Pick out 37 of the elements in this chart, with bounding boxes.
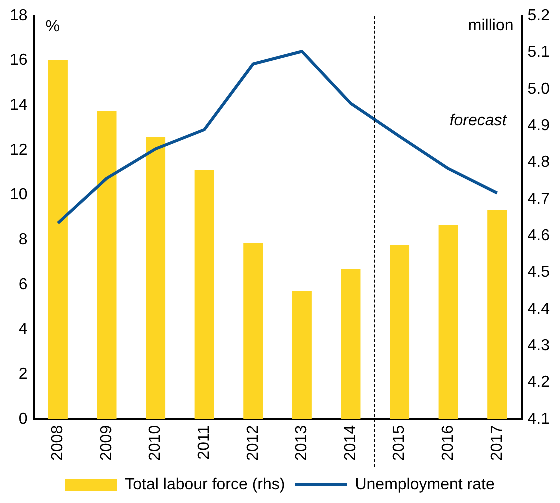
x-tick-label: 2016 [440, 425, 457, 461]
annotation: forecast [450, 112, 508, 130]
y2-tick-label: 4.8 [528, 154, 550, 172]
x-tick-label: 2013 [294, 425, 311, 461]
x-tick-label: 2015 [391, 425, 408, 461]
y-axis-title: % [46, 18, 60, 36]
y-tick-label: 16 [10, 52, 28, 70]
y2-tick-label: 4.5 [528, 264, 550, 282]
y2-tick-label: 4.2 [528, 374, 550, 392]
y2-tick-label: 4.9 [528, 117, 550, 134]
y-tick-label: 8 [18, 232, 28, 249]
legend-label: Total labour force (rhs) [125, 476, 286, 494]
y-tick-label: 6 [18, 276, 28, 294]
y2-tick-label: 5.0 [528, 80, 550, 98]
y2-tick-label: 4.7 [528, 190, 550, 208]
y2-tick-label: 4.4 [528, 300, 550, 318]
x-tick-label: 2014 [342, 425, 360, 461]
y-tick-label: 12 [10, 142, 28, 159]
x-tick-label: 2010 [147, 425, 164, 461]
y-tick-label: 2 [18, 366, 28, 383]
y2-tick-label: 5.1 [528, 44, 550, 62]
x-tick-label: 2011 [196, 425, 213, 460]
y-tick-label: 14 [10, 97, 28, 114]
y2-axis-title: million [468, 17, 514, 34]
y2-tick-label: 4.3 [528, 337, 550, 354]
y2-tick-label: 4.1 [528, 410, 550, 428]
y-tick-label: 4 [18, 321, 28, 338]
x-tick-label: 2017 [488, 425, 506, 461]
y2-tick-label: 5.2 [528, 7, 550, 24]
y-tick-label: 0 [18, 410, 28, 428]
y-tick-label: 10 [10, 186, 28, 204]
x-tick-label: 2012 [244, 425, 262, 461]
y2-tick-label: 4.6 [528, 227, 550, 244]
x-tick-label: 2008 [50, 425, 67, 461]
x-tick-label: 2009 [98, 425, 116, 461]
y-tick-label: 18 [10, 7, 28, 24]
legend-label: Unemployment rate [355, 476, 495, 494]
